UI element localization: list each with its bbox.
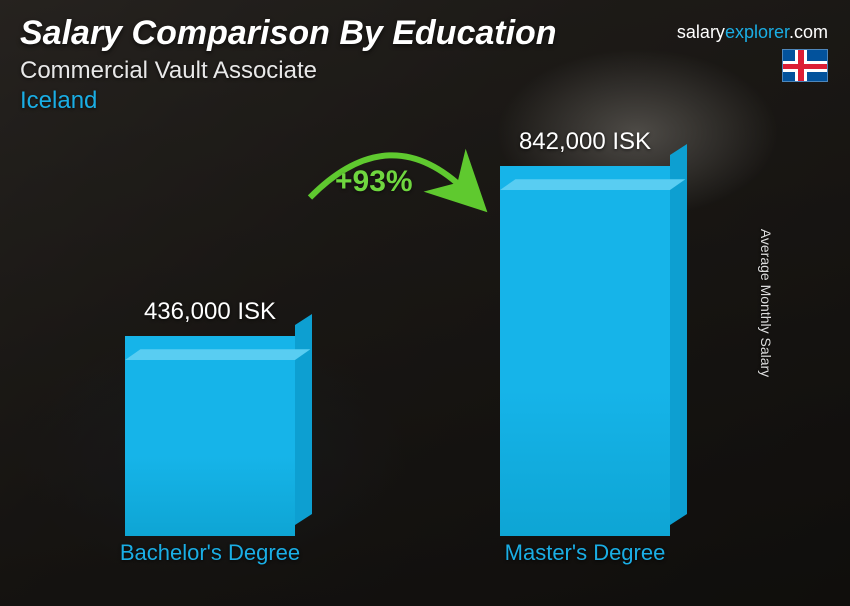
brand-mid: explorer: [725, 22, 789, 42]
brand-text: salaryexplorer.com: [677, 22, 828, 43]
bar-3d: [500, 166, 670, 536]
brand: salaryexplorer.com: [677, 22, 828, 82]
bar-group: 436,000 ISK: [125, 298, 295, 536]
content-layer: Salary Comparison By Education Commercia…: [0, 0, 850, 606]
bar-3d: [125, 336, 295, 536]
bar-value: 842,000 ISK: [500, 128, 670, 156]
brand-suffix: .com: [789, 22, 828, 42]
increase-percent: +93%: [335, 165, 413, 199]
bar-label: Bachelor's Degree: [80, 540, 340, 566]
chart-country: Iceland: [20, 87, 830, 115]
brand-prefix: salary: [677, 22, 725, 42]
bar-label: Master's Degree: [455, 540, 715, 566]
bar-value: 436,000 ISK: [125, 298, 295, 326]
flag-icon: [782, 49, 828, 82]
bar-group: 842,000 ISK: [500, 128, 670, 536]
